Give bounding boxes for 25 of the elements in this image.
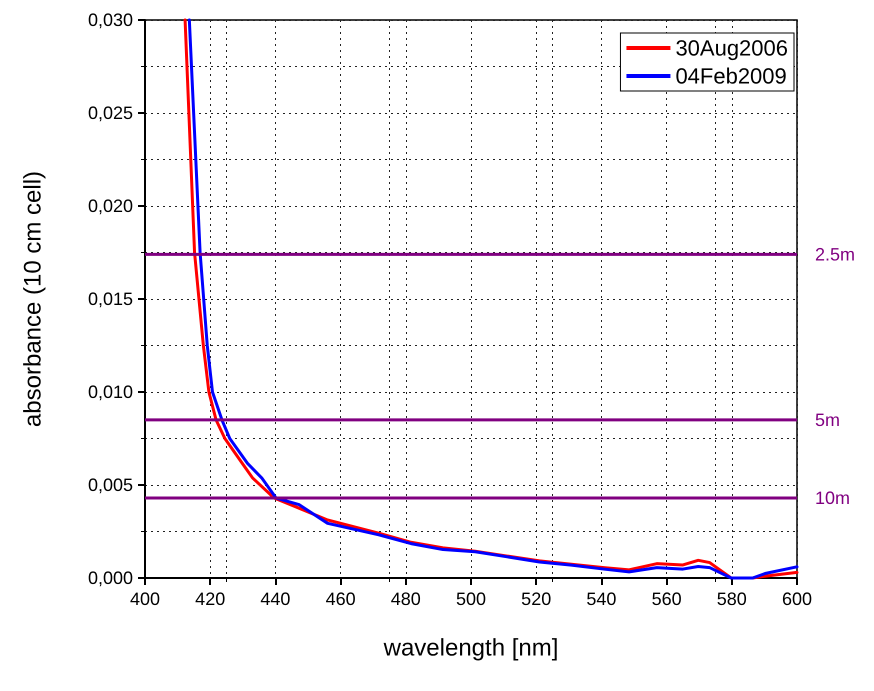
x-tick-label: 560 [652, 589, 682, 609]
y-tick-label: 0,010 [88, 382, 133, 402]
x-tick-label: 440 [260, 589, 290, 609]
x-tick-label: 540 [586, 589, 616, 609]
y-tick-label: 0,015 [88, 289, 133, 309]
legend-label: 04Feb2009 [675, 64, 787, 88]
y-tick-label: 0,005 [88, 475, 133, 495]
x-tick-label: 580 [716, 589, 747, 609]
x-tick-label: 600 [782, 589, 812, 609]
ref-line-label: 5m [815, 410, 840, 430]
ref-line-label: 10m [815, 488, 850, 508]
y-tick-label: 0,030 [88, 10, 133, 30]
y-axis-title: absorbance (10 cm cell) [20, 170, 46, 428]
y-tick-label: 0,000 [88, 568, 133, 588]
legend-label: 30Aug2006 [675, 36, 788, 60]
x-tick-label: 500 [456, 589, 486, 609]
x-tick-label: 420 [195, 589, 226, 609]
x-tick-label: 520 [521, 589, 552, 609]
x-axis-title: wavelength [nm] [382, 634, 558, 662]
y-tick-label: 0,020 [88, 196, 133, 216]
x-tick-label: 480 [390, 589, 421, 609]
x-tick-label: 460 [326, 589, 356, 609]
y-tick-label: 0,025 [88, 103, 133, 123]
x-tick-label: 400 [130, 589, 160, 609]
ref-line-label: 2.5m [815, 244, 856, 264]
